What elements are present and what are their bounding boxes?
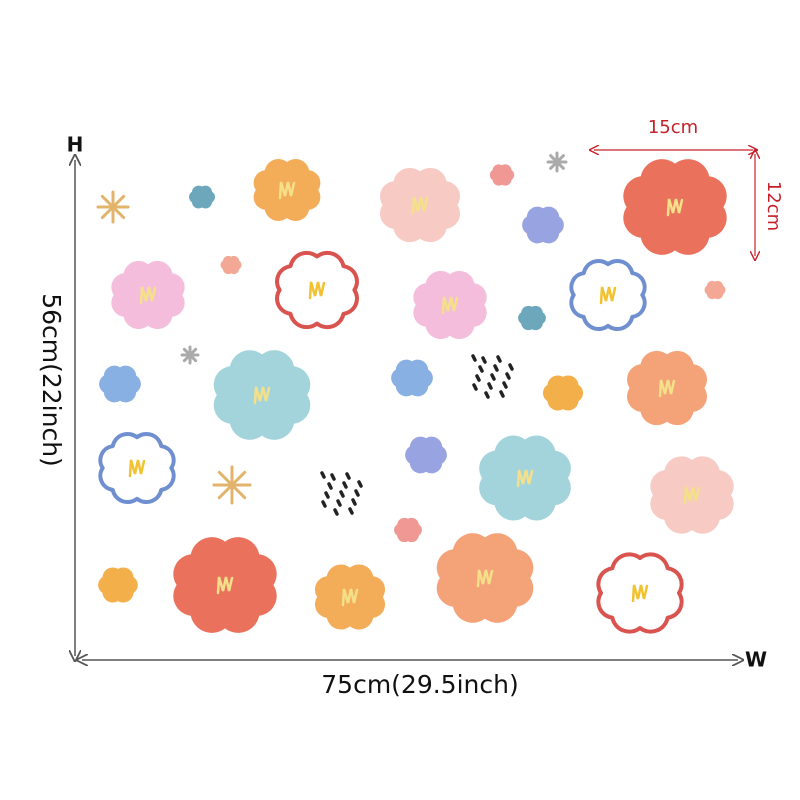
flower	[391, 359, 433, 397]
flower-center	[308, 281, 326, 300]
outline-flower	[98, 431, 176, 505]
dash-dot	[493, 364, 499, 372]
height-axis-label: H	[67, 133, 84, 157]
dash-dot	[345, 472, 351, 480]
dash-dot	[475, 374, 481, 382]
flower-center	[139, 286, 157, 305]
flower	[220, 255, 242, 275]
dash-dot	[499, 390, 505, 398]
dash-dot	[333, 508, 339, 516]
dash-dot	[336, 499, 342, 507]
flower	[542, 375, 584, 411]
flower-center	[666, 198, 684, 217]
dash-dot	[481, 356, 487, 364]
sparkle	[555, 154, 565, 164]
flower	[518, 305, 546, 331]
outline-flower	[596, 552, 684, 634]
flower-center	[278, 181, 296, 200]
flower-center	[128, 459, 146, 478]
dash-dot	[320, 471, 326, 479]
outline-flower	[569, 258, 647, 332]
dash-dot	[472, 383, 478, 391]
dash-dot	[478, 365, 484, 373]
dash-dot	[505, 372, 511, 380]
flower	[99, 365, 141, 403]
dash-dot	[471, 354, 477, 362]
flower-center	[683, 486, 701, 505]
flower-center	[599, 286, 617, 305]
dash-dot	[342, 481, 348, 489]
dash-dot	[339, 490, 345, 498]
dash-dot	[351, 498, 357, 506]
flower-center	[411, 196, 429, 215]
sparkle	[217, 470, 234, 487]
sparkle	[230, 483, 247, 500]
sparkle	[217, 483, 234, 500]
flower	[489, 164, 515, 186]
dash-dot	[354, 489, 360, 497]
flower	[394, 517, 422, 543]
sparkle	[111, 205, 126, 220]
dash-dot	[324, 491, 330, 499]
dash-dot	[321, 500, 327, 508]
height-label: 56cm(22inch)	[37, 293, 66, 467]
width-label: 75cm(29.5inch)	[321, 670, 518, 699]
dash-dot	[357, 480, 363, 488]
flower-center	[658, 379, 676, 398]
flower	[704, 280, 726, 300]
sparkle	[230, 470, 247, 487]
sticker-height-label: 12cm	[763, 181, 784, 231]
flower-center	[253, 386, 271, 405]
flower	[188, 185, 216, 209]
flower-center	[516, 469, 534, 488]
dash-dot	[508, 363, 514, 371]
dash-dot	[487, 382, 493, 390]
sparkle	[111, 194, 126, 209]
flower	[98, 567, 138, 603]
sparkle	[188, 347, 198, 357]
flower-center	[216, 576, 234, 595]
flower-center	[341, 588, 359, 607]
flower	[405, 436, 447, 474]
flower-center	[631, 584, 649, 603]
dash-dot	[327, 482, 333, 490]
dash-dot	[484, 391, 490, 399]
flower-center	[476, 569, 494, 588]
sticker-width-label: 15cm	[648, 117, 698, 138]
flower	[522, 206, 564, 244]
width-axis-label: W	[745, 648, 767, 672]
dash-dot	[330, 473, 336, 481]
flower-stickers	[96, 151, 734, 634]
dash-dot	[502, 381, 508, 389]
sparkle	[100, 205, 115, 220]
flower-center	[441, 296, 459, 315]
sparkle	[100, 194, 115, 209]
dash-dot	[348, 507, 354, 515]
dash-dot	[490, 373, 496, 381]
dash-dot	[496, 355, 502, 363]
outline-flower	[275, 250, 359, 330]
